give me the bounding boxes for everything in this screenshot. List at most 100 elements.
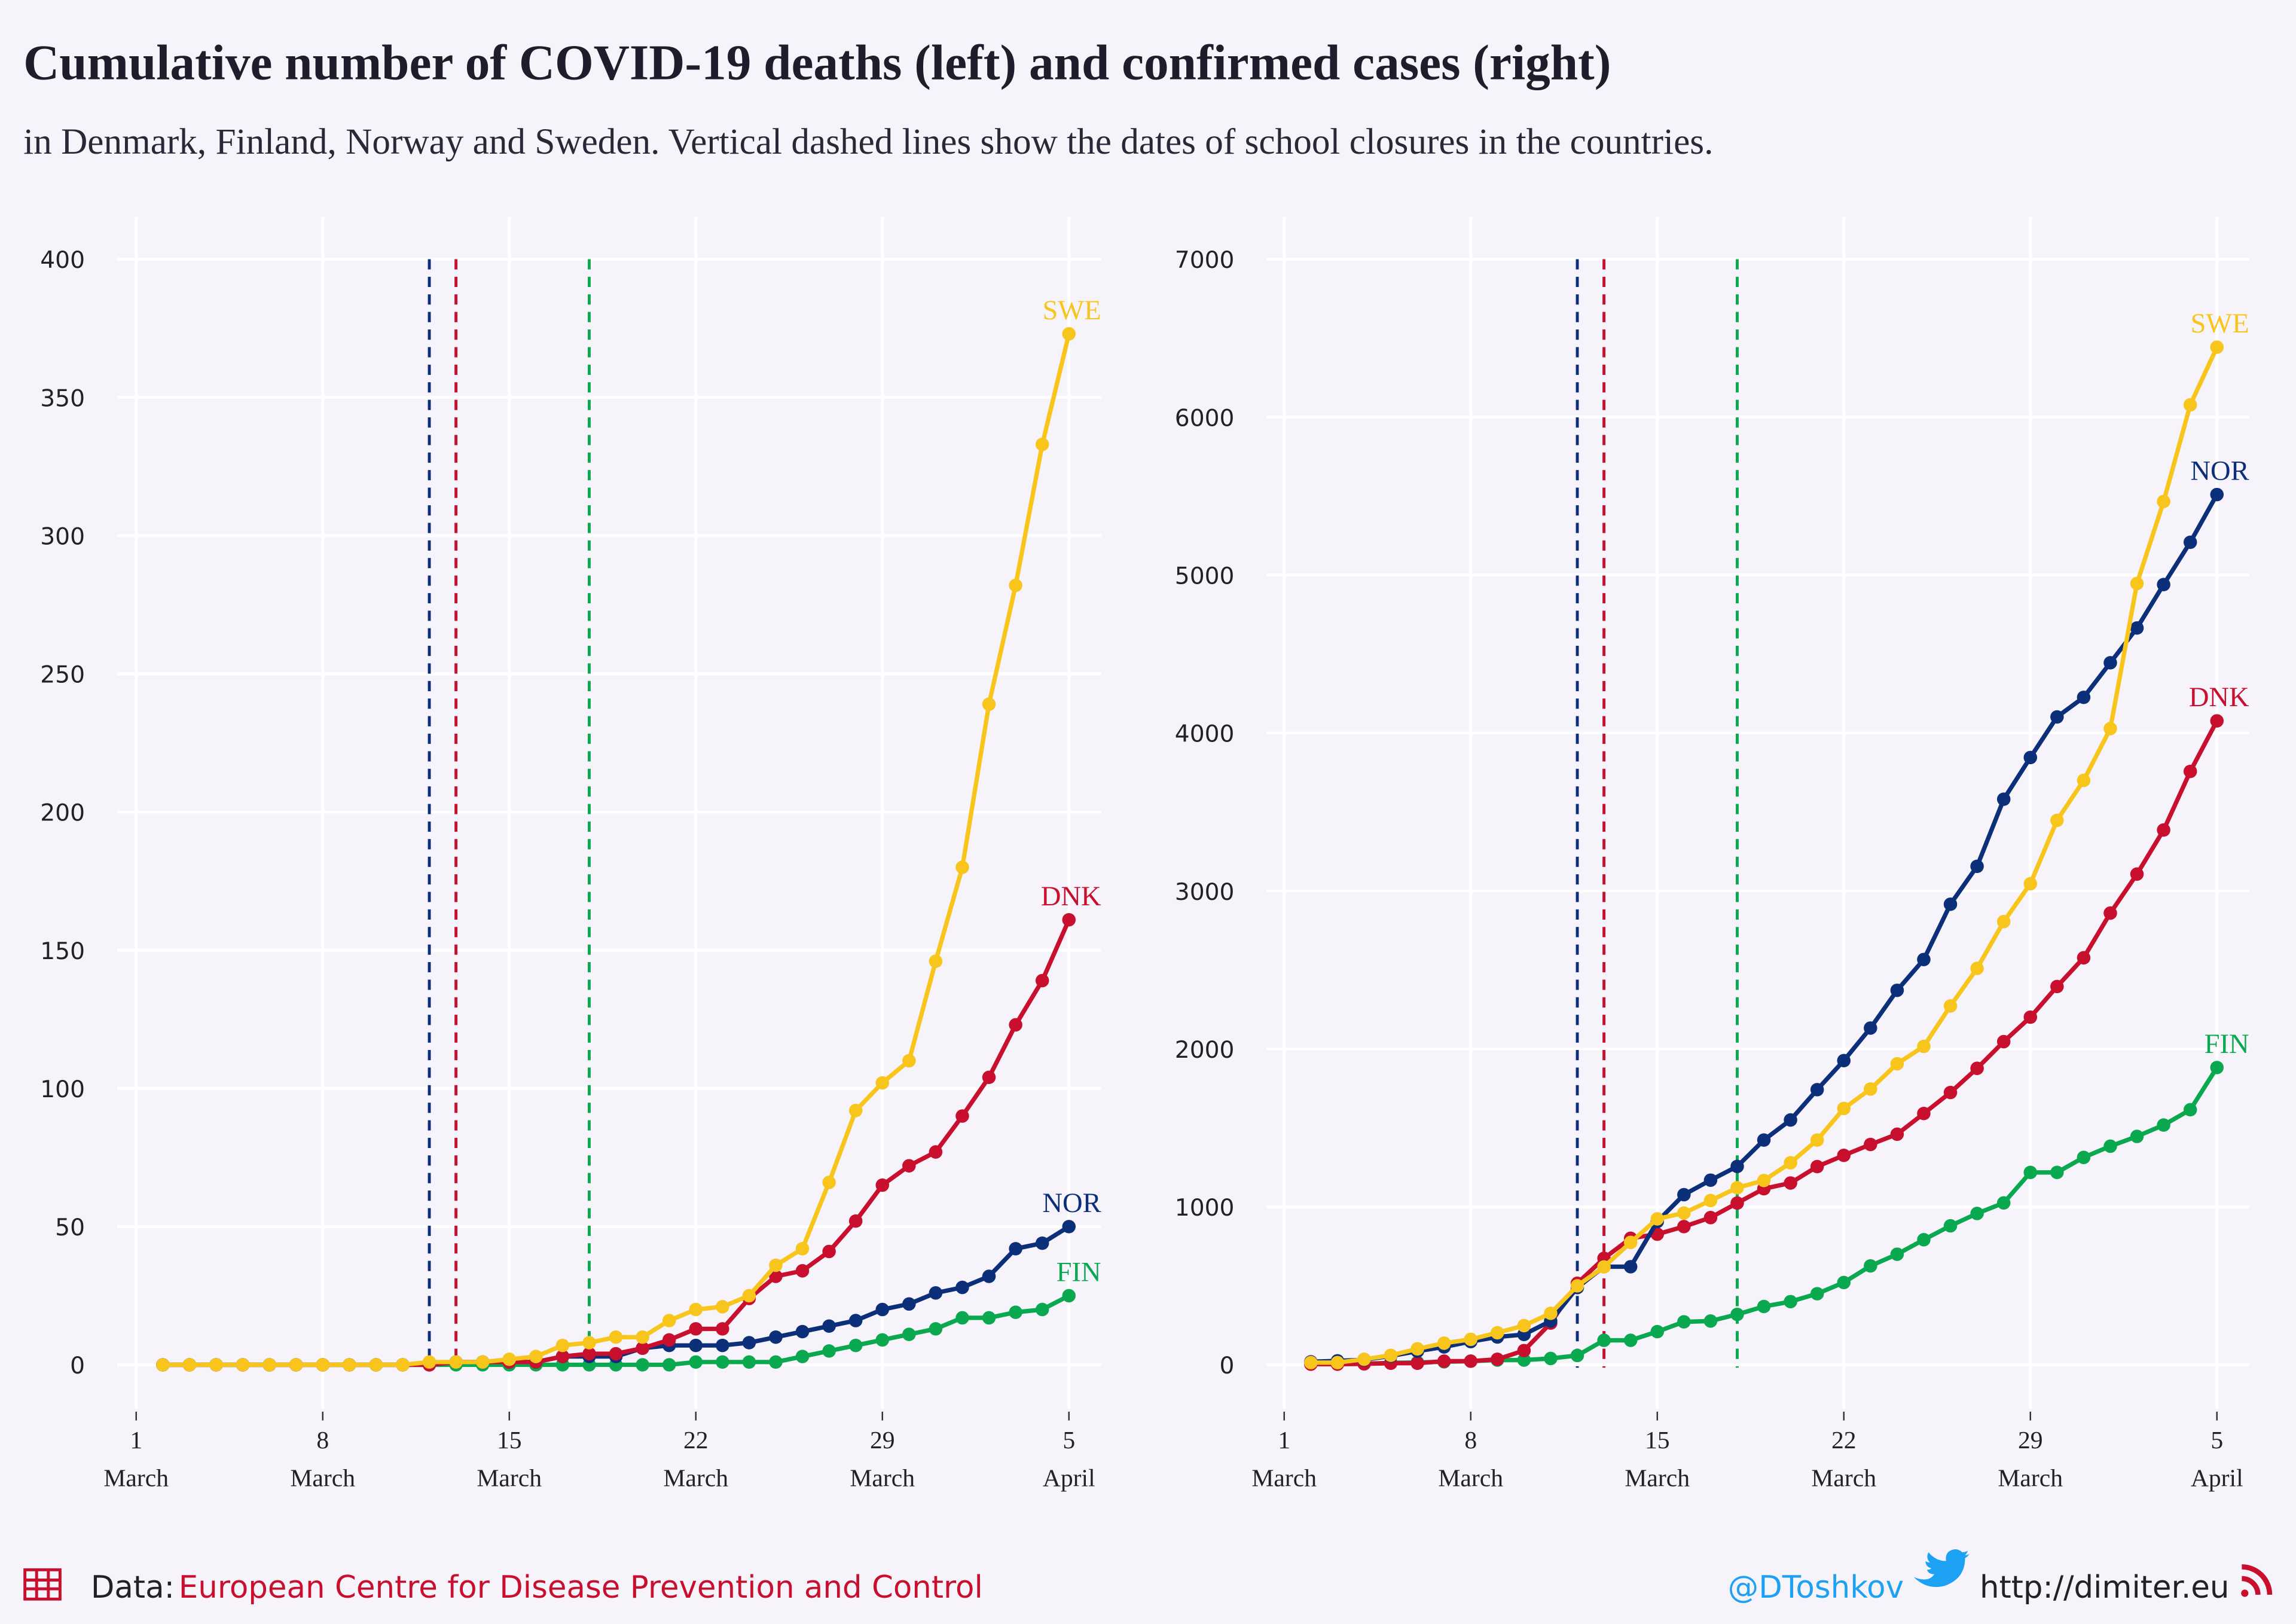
data-point: [1757, 1299, 1771, 1314]
data-point: [636, 1341, 649, 1356]
data-point: [1544, 1351, 1558, 1366]
y-tick-label: 5000: [1175, 563, 1235, 590]
data-point: [2103, 722, 2117, 735]
x-tick-month: March: [1438, 1465, 1503, 1492]
data-point: [848, 1314, 863, 1327]
data-point: [716, 1338, 729, 1353]
website: http://dimiter.eu: [1980, 1570, 2229, 1605]
data-point: [769, 1355, 783, 1369]
data-point: [929, 1286, 943, 1300]
data-point: [1035, 973, 1049, 988]
data-point: [1784, 1295, 1797, 1309]
data-point: [502, 1352, 517, 1366]
data-point: [1996, 915, 2011, 929]
data-point: [795, 1242, 810, 1256]
data-point: [955, 1280, 969, 1295]
data-point: [1062, 913, 1076, 927]
data-point: [2077, 773, 2091, 787]
data-point: [2183, 1103, 2197, 1117]
data-point: [716, 1322, 729, 1336]
y-tick-label: 0: [70, 1353, 85, 1379]
data-point: [1491, 1326, 1504, 1340]
series-label: SWE: [1042, 295, 1101, 326]
data-point: [902, 1327, 916, 1341]
data-point: [795, 1350, 810, 1363]
data-point: [1810, 1159, 1824, 1174]
data-point: [1837, 1101, 1851, 1116]
series-label: FIN: [2205, 1029, 2249, 1060]
data-point: [2183, 398, 2197, 412]
data-point: [156, 1358, 170, 1372]
data-point: [1837, 1148, 1851, 1162]
footer: Data: European Centre for Disease Preven…: [23, 1549, 2273, 1605]
data-point: [2157, 823, 2170, 837]
data-point: [2210, 487, 2224, 502]
data-point: [769, 1269, 783, 1283]
data-point: [1757, 1173, 1771, 1188]
data-point: [1996, 792, 2011, 806]
data-point: [795, 1264, 810, 1278]
data-point: [662, 1358, 676, 1372]
data-point: [1009, 1305, 1022, 1319]
x-tick-month: April: [1043, 1465, 1095, 1492]
x-tick-label: 29: [2018, 1427, 2043, 1454]
table-icon: [23, 1568, 62, 1601]
data-point: [902, 1297, 916, 1311]
data-point: [2023, 750, 2038, 765]
data-point: [1970, 961, 1984, 975]
data-point: [1062, 1289, 1076, 1303]
data-point: [343, 1358, 356, 1372]
data-point: [1035, 437, 1049, 451]
data-point: [2023, 877, 2038, 891]
data-point: [1864, 1137, 1877, 1152]
data-point: [449, 1355, 463, 1369]
x-tick-month: March: [1625, 1465, 1690, 1492]
data-point: [1730, 1307, 1744, 1321]
series-label: FIN: [1057, 1257, 1101, 1287]
data-point: [636, 1330, 649, 1344]
data-point: [848, 1338, 863, 1353]
data-point: [929, 1322, 943, 1336]
data-point: [422, 1355, 436, 1369]
data-point: [582, 1347, 596, 1361]
data-point: [1784, 1156, 1797, 1170]
data-point: [1917, 953, 1931, 966]
data-point: [1570, 1348, 1584, 1363]
data-point: [1810, 1287, 1824, 1301]
data-point: [1517, 1344, 1531, 1357]
x-tick-month: March: [1251, 1465, 1317, 1492]
data-point: [742, 1355, 756, 1369]
data-point: [689, 1302, 703, 1317]
data-point: [2103, 1139, 2117, 1153]
data-point: [689, 1338, 703, 1353]
data-point: [636, 1358, 649, 1372]
data-point: [2050, 710, 2064, 724]
data-point: [982, 1070, 996, 1085]
twitter-handle: @DToshkov: [1728, 1570, 1904, 1605]
data-point: [1730, 1181, 1744, 1195]
data-point: [555, 1338, 570, 1353]
data-point: [1837, 1275, 1851, 1290]
data-point: [2023, 1165, 2038, 1180]
data-point: [2050, 979, 2064, 994]
data-point: [1570, 1279, 1584, 1293]
data-point: [1491, 1352, 1504, 1366]
data-point: [2183, 535, 2197, 550]
panels: 0501001502002503003504001March8March15Ma…: [40, 216, 2249, 1492]
data-point: [662, 1333, 676, 1347]
data-point: [1890, 983, 1904, 997]
data-point: [555, 1350, 570, 1363]
data-point: [2050, 1165, 2064, 1180]
data-point: [982, 697, 996, 711]
data-point: [2157, 1118, 2170, 1132]
plot-area: [1266, 216, 2249, 1409]
data-point: [1517, 1353, 1531, 1367]
data-point: [1650, 1324, 1665, 1339]
data-point: [848, 1103, 863, 1118]
data-point: [1677, 1315, 1691, 1329]
y-tick-label: 2000: [1175, 1037, 1235, 1064]
data-point: [2130, 621, 2144, 635]
data-point: [2210, 1061, 2224, 1074]
data-point: [955, 860, 969, 874]
